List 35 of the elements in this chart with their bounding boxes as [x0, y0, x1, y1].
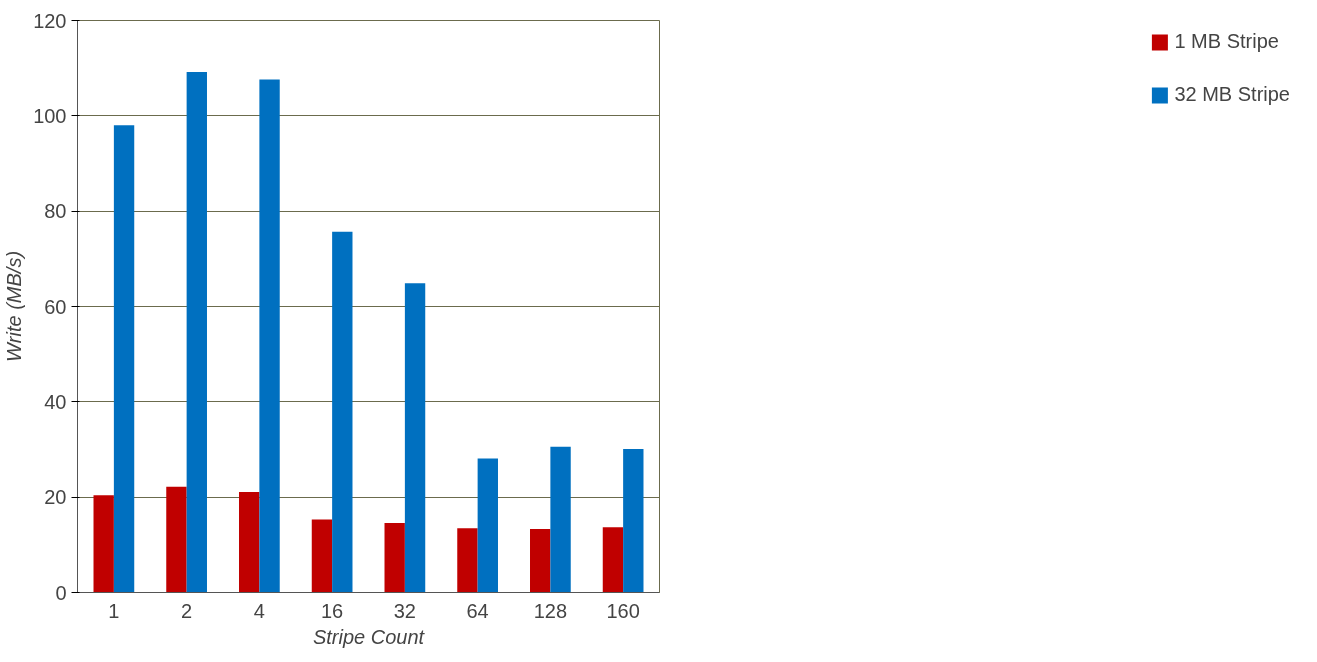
- y-tick-label: 120: [33, 9, 67, 32]
- bar: [239, 491, 260, 593]
- bar: [602, 527, 624, 593]
- bar: [477, 458, 498, 593]
- bar: [259, 79, 280, 593]
- x-tick-label: 64: [466, 599, 489, 622]
- bar: [530, 529, 551, 593]
- y-tick-label: 60: [44, 295, 67, 318]
- x-tick-label: 4: [253, 599, 265, 622]
- y-tick-label: 100: [33, 104, 67, 127]
- bar: [404, 283, 426, 593]
- bar: [166, 486, 187, 593]
- x-tick-label: 32: [393, 599, 416, 622]
- bar: [93, 495, 114, 593]
- x-axis-title: Stripe Count: [312, 625, 426, 648]
- bar: [457, 528, 478, 593]
- bar: [623, 449, 644, 593]
- legend-label: 32 MB Stripe: [1174, 83, 1290, 106]
- legend-label: 1 MB Stripe: [1174, 30, 1279, 53]
- x-tick-label: 128: [533, 599, 568, 622]
- bar: [311, 519, 333, 593]
- y-tick-label: 0: [55, 581, 67, 604]
- bar: [186, 71, 207, 593]
- y-tick-label: 40: [44, 390, 67, 413]
- bar: [384, 522, 405, 593]
- x-tick-label: 2: [181, 599, 193, 622]
- y-tick-label: 20: [44, 486, 67, 509]
- x-tick-label: 16: [321, 599, 344, 622]
- y-axis-title: Write (MB/s): [3, 250, 26, 363]
- bar: [550, 446, 571, 593]
- bar: [332, 231, 353, 593]
- y-tick-label: 80: [44, 200, 67, 223]
- x-tick-label: 160: [606, 599, 640, 622]
- bar: [113, 125, 135, 593]
- x-tick-label: 1: [108, 599, 120, 622]
